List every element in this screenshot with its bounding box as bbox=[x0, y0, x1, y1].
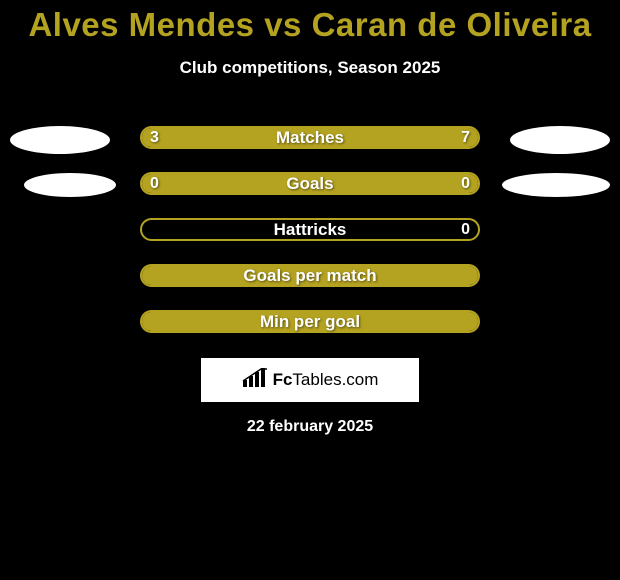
brand-rest: Tables bbox=[292, 370, 341, 389]
value-right: 0 bbox=[461, 218, 470, 241]
stat-rows: Matches37Goals00Hattricks0Goals per matc… bbox=[0, 116, 620, 346]
bar-fill-left bbox=[142, 312, 478, 331]
avatar-right bbox=[502, 173, 610, 197]
value-right: 7 bbox=[461, 126, 470, 149]
stat-row: Goals00 bbox=[0, 162, 620, 208]
value-right: 0 bbox=[461, 172, 470, 195]
stat-row: Hattricks0 bbox=[0, 208, 620, 254]
value-left: 0 bbox=[150, 172, 159, 195]
stat-row: Min per goal bbox=[0, 300, 620, 346]
avatar-right bbox=[510, 126, 610, 154]
avatar-left bbox=[24, 173, 116, 197]
stat-bar bbox=[140, 218, 480, 241]
stat-bar bbox=[140, 310, 480, 333]
stat-bar bbox=[140, 172, 480, 195]
brand-box: FcTables.com bbox=[201, 358, 419, 402]
bar-fill-right bbox=[243, 128, 478, 147]
bar-fill-left bbox=[142, 174, 478, 193]
brand-chart-icon bbox=[242, 368, 268, 393]
title-vs: vs bbox=[264, 6, 302, 43]
subtitle: Club competitions, Season 2025 bbox=[0, 58, 620, 78]
title-player-right: Caran de Oliveira bbox=[312, 6, 592, 43]
comparison-widget: Alves Mendes vs Caran de Oliveira Club c… bbox=[0, 0, 620, 580]
stat-bar bbox=[140, 264, 480, 287]
title-player-left: Alves Mendes bbox=[28, 6, 254, 43]
avatar-left bbox=[10, 126, 110, 154]
stat-row: Matches37 bbox=[0, 116, 620, 162]
brand-suffix: .com bbox=[342, 370, 379, 389]
brand-bold: Fc bbox=[273, 370, 293, 389]
brand-text: FcTables.com bbox=[273, 370, 379, 390]
value-left: 3 bbox=[150, 126, 159, 149]
date: 22 february 2025 bbox=[0, 418, 620, 436]
bar-fill-left bbox=[142, 266, 478, 285]
stat-bar bbox=[140, 126, 480, 149]
page-title: Alves Mendes vs Caran de Oliveira bbox=[0, 0, 620, 44]
stat-row: Goals per match bbox=[0, 254, 620, 300]
